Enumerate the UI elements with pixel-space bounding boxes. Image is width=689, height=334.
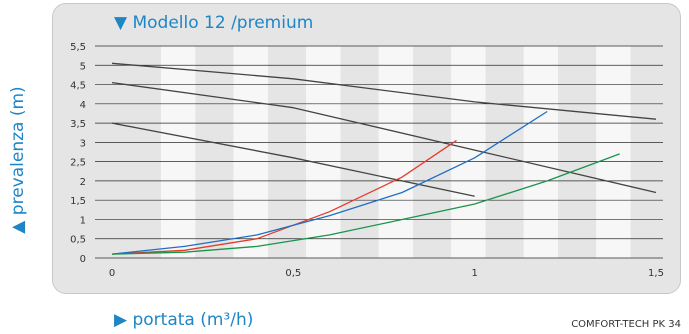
chart-frame: [52, 3, 681, 294]
grid-band: [523, 46, 559, 258]
y-tick-label: 1: [80, 215, 86, 226]
series-line-2: [111, 81, 657, 194]
y-tick-label: 1,5: [70, 196, 86, 207]
x-axis-label: ▶ portata (m³/h): [114, 310, 253, 330]
y-tick-label: 0,5: [70, 235, 86, 246]
grid-band: [451, 46, 486, 258]
y-tick-label: 3: [80, 138, 86, 149]
x-tick-label: 0: [109, 268, 115, 279]
y-tick-label: 3,5: [70, 119, 86, 130]
y-tick-label: 5,5: [70, 42, 86, 53]
y-tick-label: 0: [80, 254, 86, 265]
grid-band: [596, 46, 631, 258]
series-line-3: [111, 122, 475, 197]
series-line-5: [111, 110, 548, 255]
grid-band: [306, 46, 341, 258]
footer-code: COMFORT-TECH PK 34: [571, 319, 681, 330]
x-tick-label: 1: [471, 268, 477, 279]
y-tick-label: 4: [80, 100, 86, 111]
x-tick-label: 0,5: [285, 268, 301, 279]
x-tick-label: 1,5: [648, 268, 664, 279]
y-tick-label: 5: [80, 61, 86, 72]
series-line-1: [111, 62, 657, 120]
x-axis-label-text: ▶ portata (m³/h): [114, 310, 254, 330]
y-tick-label: 4,5: [70, 81, 86, 92]
grid-band: [378, 46, 414, 258]
y-tick-label: 2: [80, 177, 86, 188]
series-line-6: [111, 153, 620, 255]
y-tick-label: 2,5: [70, 158, 86, 169]
chart-title: ▼ Modello 12 /premium: [114, 13, 314, 33]
grid-band: [160, 46, 196, 258]
